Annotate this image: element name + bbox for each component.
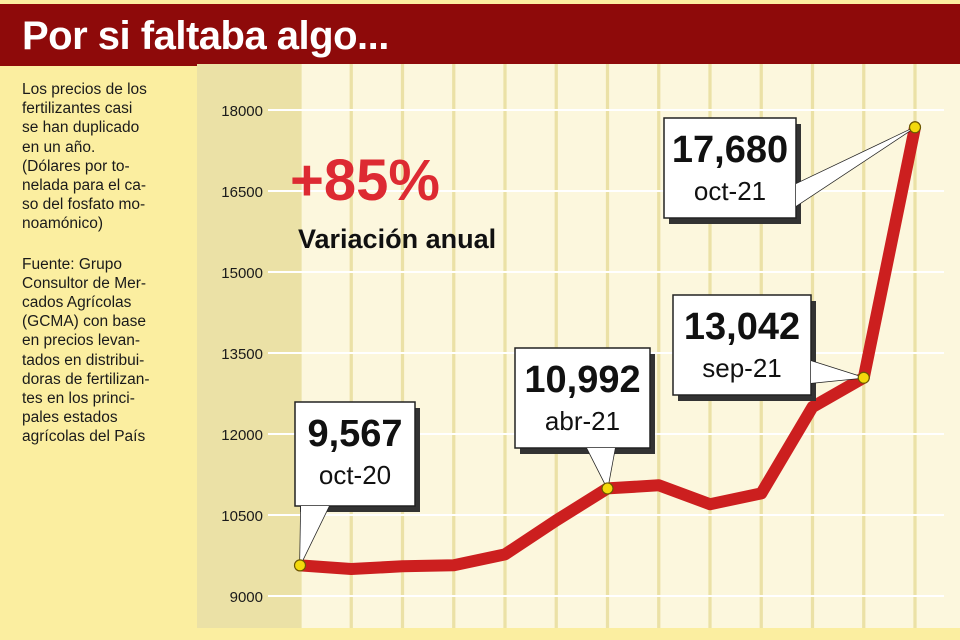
description-line: fertilizantes casi: [22, 100, 133, 118]
callout-box: [514, 347, 651, 449]
plot-band: [609, 64, 658, 628]
source-line: tados en distribui-: [22, 351, 145, 369]
callout-abr-21: 10,992 abr-21: [514, 347, 655, 491]
gridlines: [268, 109, 944, 597]
y-tick-label: 15000: [221, 265, 263, 282]
callout-value: 9,567: [307, 413, 402, 455]
plot-band: [404, 64, 453, 628]
source-line: agrícolas del País: [22, 428, 146, 446]
y-tick-label: 18000: [221, 103, 263, 120]
annual-change-value: +85%: [290, 148, 440, 213]
header-bar: Por si faltaba algo...: [0, 4, 960, 66]
annual-change-highlight: +85% Variación anual: [290, 148, 496, 254]
source-line: en precios levan-: [22, 332, 141, 350]
data-point-marker: [601, 482, 614, 495]
callout-oct-20: 9,567 oct-20: [294, 401, 420, 566]
data-point-marker: [293, 559, 307, 572]
callout-pointer-fill: [587, 448, 615, 489]
callout-box: [294, 401, 416, 507]
source-line: doras de fertilizan-: [22, 370, 150, 388]
y-tick-label: 13500: [221, 346, 263, 363]
callout-label: abr-21: [545, 406, 620, 436]
y-tick-label: 9000: [230, 589, 263, 606]
callout-label: oct-20: [319, 460, 391, 490]
source-line: pales estados: [22, 409, 118, 427]
callout-value: 13,042: [684, 306, 800, 348]
source-note: Fuente: Grupo Consultor de Mer- cados Ag…: [22, 255, 192, 447]
callout-label: sep-21: [702, 353, 782, 383]
source-line: Consultor de Mer-: [22, 274, 147, 292]
description-line: so del fosfato mo-: [22, 196, 146, 214]
callouts: 9,567 oct-20 10,992 abr-21 13,042 sep-21 17,68…: [294, 117, 916, 566]
callout-value: 17,680: [672, 129, 788, 171]
description-line: nelada para el ca-: [22, 177, 147, 195]
description-line: noamónico): [22, 215, 103, 233]
callout-sep-21: 13,042 sep-21: [672, 294, 864, 401]
callout-label: oct-21: [694, 176, 766, 206]
data-point-marker: [857, 371, 870, 384]
y-axis-ticks: 9000 10500 12000 13500 15000 16500 18000: [221, 103, 263, 606]
source-line: tes en los princi-: [22, 390, 135, 408]
description-line: en un año.: [22, 138, 96, 156]
description-line: se han duplicado: [22, 119, 140, 137]
data-point-marker: [908, 121, 922, 134]
sidebar-notes: Los precios de los fertilizantes casi se…: [22, 80, 192, 447]
plot-band: [916, 64, 960, 628]
plot-band: [814, 64, 863, 628]
callout-box: [672, 294, 812, 396]
callout-pointer-fill: [300, 506, 329, 566]
y-tick-label: 16500: [221, 184, 263, 201]
page-title: Por si faltaba algo...: [22, 14, 389, 58]
plot-band: [455, 64, 504, 628]
source-line: (GCMA) con base: [22, 313, 147, 331]
y-tick-label: 10500: [221, 508, 263, 525]
callout-box: [663, 117, 797, 219]
callout-pointer-fill: [796, 127, 915, 206]
annual-change-label: Variación anual: [298, 224, 496, 254]
highlight-markers: [293, 121, 922, 572]
callout-oct-21: 17,680 oct-21: [663, 117, 916, 224]
chart-description: Los precios de los fertilizantes casi se…: [22, 80, 192, 234]
plot-band: [352, 64, 401, 628]
callout-value: 10,992: [524, 359, 640, 401]
source-line: Fuente: Grupo: [22, 255, 122, 273]
callout-pointer-fill: [811, 361, 864, 383]
description-line: (Dólares por to-: [22, 157, 130, 175]
y-tick-label: 12000: [221, 427, 263, 444]
plot-band: [557, 64, 606, 628]
description-line: Los precios de los: [22, 81, 147, 98]
source-line: cados Agrícolas: [22, 294, 132, 312]
